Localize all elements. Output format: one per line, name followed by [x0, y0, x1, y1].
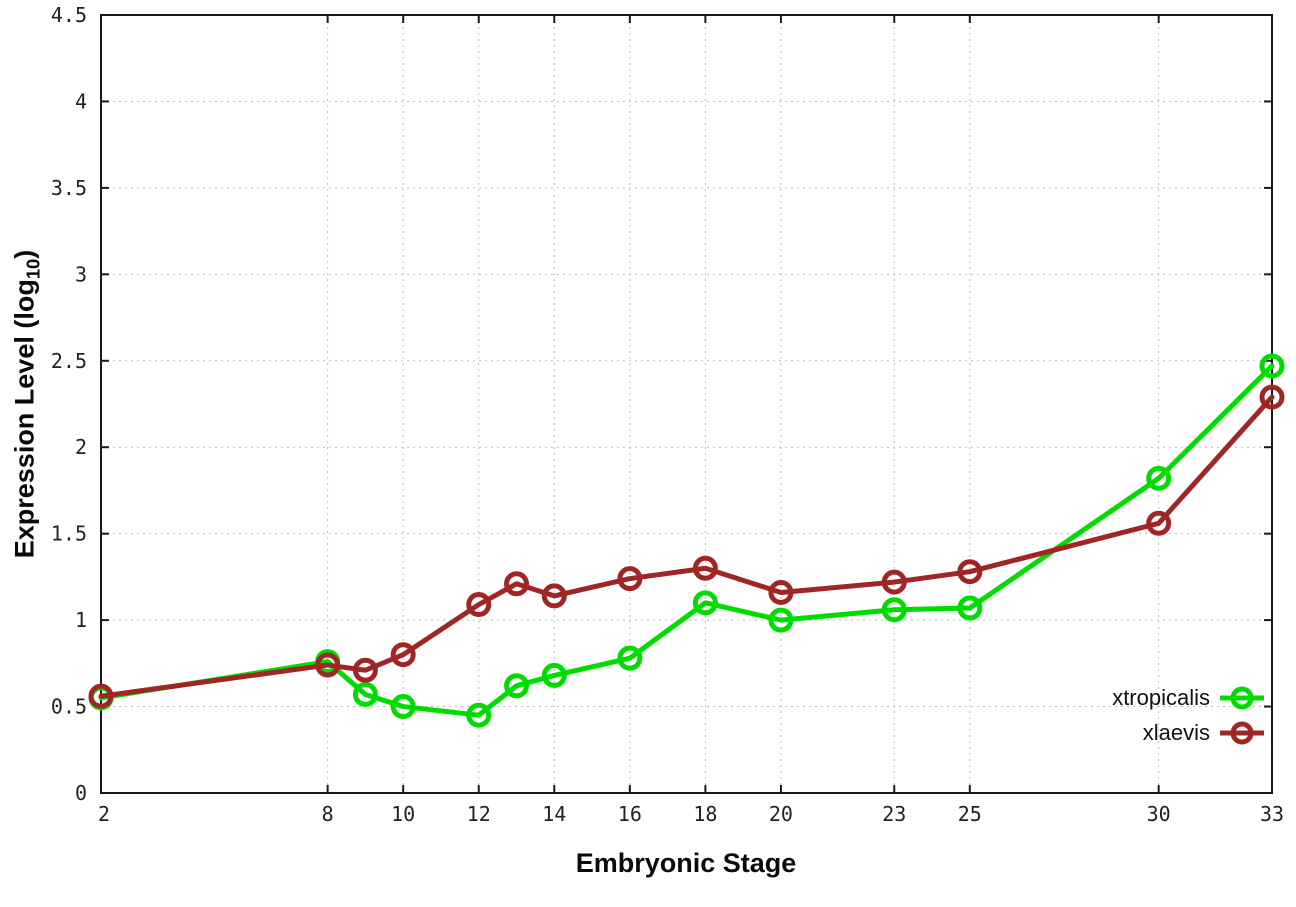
- y-tick-label: 3: [75, 262, 87, 286]
- y-axis-title-suffix: ): [9, 249, 40, 259]
- x-tick-label: 12: [467, 802, 491, 826]
- series-line-xtropicalis: [98, 363, 1275, 718]
- data-point-xtropicalis: [692, 590, 718, 616]
- xlaevis-marker-icon: [1220, 721, 1264, 745]
- x-tick-label: 30: [1147, 802, 1171, 826]
- data-point-xtropicalis: [352, 681, 378, 707]
- y-axis-title: Expression Level (log10): [9, 250, 44, 559]
- y-tick-label: 2.5: [51, 349, 87, 373]
- x-tick-label: 2: [98, 802, 110, 826]
- data-point-xtropicalis: [1146, 465, 1172, 491]
- data-point-xlaevis: [1259, 384, 1285, 410]
- data-point-xlaevis: [881, 569, 907, 595]
- xtropicalis-marker-icon: [1220, 686, 1264, 710]
- data-point-xlaevis: [504, 571, 530, 597]
- x-tick-label: 8: [322, 802, 334, 826]
- data-point-xlaevis: [617, 566, 643, 592]
- data-point-xtropicalis: [1259, 353, 1285, 379]
- y-tick-label: 3.5: [51, 176, 87, 200]
- data-point-xtropicalis: [390, 694, 416, 720]
- x-axis-title: Embryonic Stage: [575, 848, 797, 878]
- data-point-xlaevis: [88, 683, 114, 709]
- data-point-xlaevis: [466, 592, 492, 618]
- data-point-xtropicalis: [541, 662, 567, 688]
- data-point-xtropicalis: [768, 607, 794, 633]
- x-tick-label: 20: [769, 802, 793, 826]
- data-point-xtropicalis: [504, 673, 530, 699]
- data-point-xtropicalis: [466, 702, 492, 728]
- x-tick-label: 25: [958, 802, 982, 826]
- data-point-xlaevis: [957, 559, 983, 585]
- x-tick-label: 10: [391, 802, 415, 826]
- data-point-xlaevis: [390, 642, 416, 668]
- data-point-xlaevis: [315, 652, 341, 678]
- data-point-xlaevis: [692, 555, 718, 581]
- legend-label: xlaevis: [1142, 720, 1210, 745]
- legend-item-xlaevis: xlaevis: [1112, 717, 1266, 749]
- x-tick-label: 23: [882, 802, 906, 826]
- legend: xtropicalis xlaevis: [1112, 682, 1266, 749]
- plot-border: [100, 14, 1273, 794]
- legend-item-xtropicalis: xtropicalis: [1112, 682, 1266, 714]
- x-tick-label: 33: [1260, 802, 1284, 826]
- series-line-xlaevis: [98, 394, 1275, 699]
- y-axis-title-subscript: 10: [22, 258, 44, 280]
- y-tick-label: 1.5: [51, 522, 87, 546]
- y-tick-label: 4: [75, 89, 87, 113]
- x-tick-label: 16: [618, 802, 642, 826]
- data-point-xlaevis: [541, 583, 567, 609]
- data-point-xtropicalis: [957, 595, 983, 621]
- data-point-xlaevis: [1146, 510, 1172, 536]
- x-tick-label: 18: [693, 802, 717, 826]
- y-tick-label: 2: [75, 435, 87, 459]
- x-tick-label: 14: [542, 802, 566, 826]
- data-point-xlaevis: [768, 579, 794, 605]
- y-tick-label: 0.5: [51, 695, 87, 719]
- y-axis-title-text: Expression Level (log: [9, 279, 40, 559]
- y-tick-label: 1: [75, 608, 87, 632]
- data-point-xtropicalis: [881, 597, 907, 623]
- y-tick-label: 4.5: [51, 3, 87, 27]
- data-point-xtropicalis: [617, 645, 643, 671]
- y-tick-label: 0: [75, 781, 87, 805]
- legend-label: xtropicalis: [1112, 685, 1210, 710]
- data-point-xlaevis: [352, 657, 378, 683]
